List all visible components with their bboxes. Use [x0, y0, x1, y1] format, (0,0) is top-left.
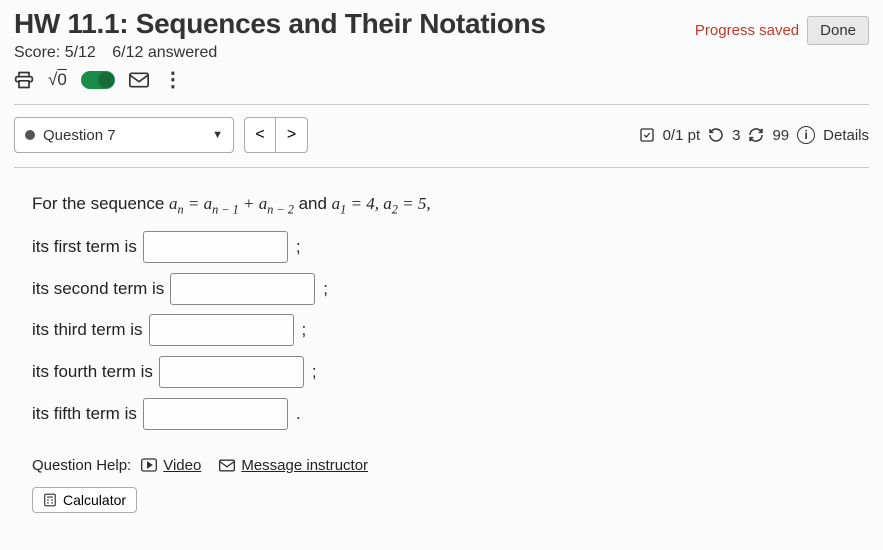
prompt-mid: and	[299, 194, 332, 213]
help-row: Question Help: Video Message instructor	[32, 450, 861, 482]
score-label: Score: 5/12	[14, 44, 96, 61]
term-punct: ;	[302, 312, 307, 348]
message-instructor-link[interactable]: Message instructor	[241, 450, 368, 482]
prev-question-button[interactable]: <	[244, 117, 276, 153]
term-input-5[interactable]	[143, 398, 288, 430]
term-punct: ;	[323, 271, 328, 307]
score-line: Score: 5/12 6/12 answered	[14, 44, 546, 62]
divider	[14, 104, 869, 105]
mail-icon[interactable]	[129, 72, 149, 88]
term-label: its fifth term is	[32, 396, 137, 432]
info-icon[interactable]: i	[797, 126, 815, 144]
term-row: its first term is;	[32, 229, 861, 265]
term-input-1[interactable]	[143, 231, 288, 263]
initial-conditions: a1 = 4, a2 = 5,	[332, 194, 431, 213]
done-button[interactable]: Done	[807, 16, 869, 45]
formula: an = an − 1 + an − 2	[169, 194, 294, 213]
question-prompt: For the sequence an = an − 1 + an − 2 an…	[32, 186, 861, 223]
question-meta: 0/1 pt 3 99 i Details	[639, 126, 869, 144]
help-label: Question Help:	[32, 450, 131, 482]
question-selector[interactable]: Question 7 ▼	[14, 117, 234, 153]
math-input-toggle[interactable]: √0	[48, 70, 67, 90]
term-row: its third term is;	[32, 312, 861, 348]
retries-value: 99	[772, 127, 789, 144]
term-label: its fourth term is	[32, 354, 153, 390]
term-row: its fourth term is;	[32, 354, 861, 390]
divider	[14, 167, 869, 168]
attempts-value: 3	[732, 127, 740, 144]
status-dot-icon	[25, 130, 35, 140]
progress-saved-label: Progress saved	[695, 22, 799, 39]
print-icon[interactable]	[14, 70, 34, 90]
page-title: HW 11.1: Sequences and Their Notations	[14, 8, 546, 40]
calculator-icon	[43, 493, 57, 507]
term-label: its first term is	[32, 229, 137, 265]
term-label: its third term is	[32, 312, 143, 348]
prompt-prefix: For the sequence	[32, 194, 169, 213]
caret-down-icon: ▼	[212, 129, 223, 141]
answered-label: 6/12 answered	[112, 44, 217, 61]
term-punct: .	[296, 396, 301, 432]
term-punct: ;	[312, 354, 317, 390]
more-icon[interactable]: ⋮	[163, 70, 183, 90]
points-label: 0/1 pt	[663, 127, 701, 144]
next-question-button[interactable]: >	[276, 117, 308, 153]
term-label: its second term is	[32, 271, 164, 307]
toggle-switch[interactable]	[81, 71, 115, 89]
video-icon	[141, 458, 157, 472]
video-link[interactable]: Video	[163, 450, 201, 482]
calculator-button[interactable]: Calculator	[32, 487, 137, 513]
checkbox-icon	[639, 127, 655, 143]
term-input-4[interactable]	[159, 356, 304, 388]
refresh-icon	[748, 127, 764, 143]
term-row: its fifth term is.	[32, 396, 861, 432]
details-link[interactable]: Details	[823, 127, 869, 144]
term-punct: ;	[296, 229, 301, 265]
question-body: For the sequence an = an − 1 + an − 2 an…	[14, 186, 869, 520]
question-selector-label: Question 7	[43, 127, 116, 144]
calculator-label: Calculator	[63, 492, 126, 508]
term-row: its second term is;	[32, 271, 861, 307]
term-input-2[interactable]	[170, 273, 315, 305]
term-input-3[interactable]	[149, 314, 294, 346]
undo-icon	[708, 127, 724, 143]
mail-icon	[219, 459, 235, 472]
toolbar: √0 ⋮	[14, 70, 546, 90]
